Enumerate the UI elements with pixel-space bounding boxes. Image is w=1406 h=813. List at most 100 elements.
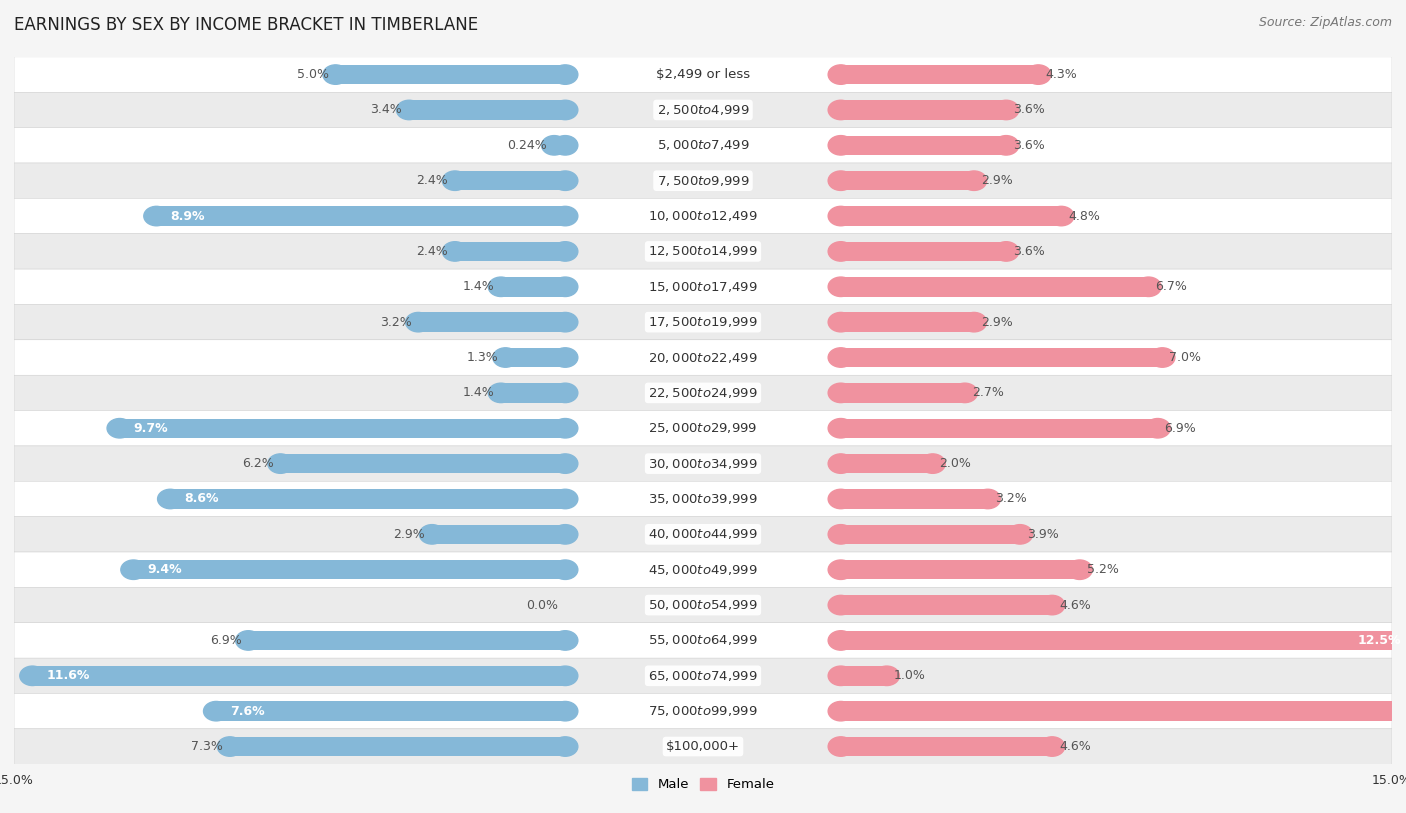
Text: $2,499 or less: $2,499 or less: [657, 68, 749, 81]
Bar: [32, 666, 565, 685]
FancyBboxPatch shape: [14, 659, 1392, 693]
Circle shape: [541, 136, 567, 155]
Bar: [841, 419, 1157, 438]
Circle shape: [962, 312, 987, 332]
Bar: [231, 737, 565, 756]
Circle shape: [143, 207, 169, 226]
Legend: Male, Female: Male, Female: [626, 772, 780, 797]
Text: 6.7%: 6.7%: [1156, 280, 1187, 293]
Bar: [841, 383, 965, 402]
Bar: [217, 702, 565, 721]
Text: $35,000 to $39,999: $35,000 to $39,999: [648, 492, 758, 506]
Circle shape: [828, 631, 853, 650]
Bar: [841, 171, 974, 190]
Circle shape: [218, 737, 243, 756]
Bar: [841, 737, 1052, 756]
FancyBboxPatch shape: [14, 340, 1392, 375]
Text: 1.0%: 1.0%: [894, 669, 925, 682]
Circle shape: [236, 631, 262, 650]
Text: 2.9%: 2.9%: [981, 315, 1012, 328]
Circle shape: [828, 136, 853, 155]
FancyBboxPatch shape: [14, 481, 1392, 517]
Text: 1.4%: 1.4%: [463, 386, 494, 399]
Bar: [156, 207, 565, 226]
Bar: [432, 524, 565, 544]
Text: 11.6%: 11.6%: [46, 669, 90, 682]
FancyBboxPatch shape: [14, 57, 1392, 92]
Bar: [841, 524, 1019, 544]
Circle shape: [828, 595, 853, 615]
FancyBboxPatch shape: [14, 128, 1392, 163]
Bar: [409, 100, 565, 120]
Circle shape: [553, 666, 578, 685]
Circle shape: [1049, 207, 1074, 226]
Circle shape: [920, 454, 945, 473]
Circle shape: [1025, 65, 1050, 85]
Circle shape: [962, 171, 987, 190]
Bar: [134, 560, 565, 580]
Circle shape: [419, 524, 444, 544]
Bar: [120, 419, 565, 438]
Text: $5,000 to $7,499: $5,000 to $7,499: [657, 138, 749, 152]
Circle shape: [553, 383, 578, 402]
Circle shape: [828, 524, 853, 544]
Text: 7.3%: 7.3%: [191, 740, 224, 753]
Text: $12,500 to $14,999: $12,500 to $14,999: [648, 245, 758, 259]
Bar: [841, 702, 1406, 721]
Text: 2.0%: 2.0%: [939, 457, 972, 470]
Bar: [501, 383, 565, 402]
FancyBboxPatch shape: [14, 623, 1392, 659]
Circle shape: [994, 241, 1019, 261]
Bar: [841, 631, 1406, 650]
Text: 7.0%: 7.0%: [1170, 351, 1201, 364]
Circle shape: [828, 241, 853, 261]
Circle shape: [553, 702, 578, 721]
Circle shape: [828, 560, 853, 580]
FancyBboxPatch shape: [14, 446, 1392, 481]
Bar: [841, 100, 1007, 120]
Circle shape: [828, 100, 853, 120]
Bar: [249, 631, 565, 650]
Bar: [841, 312, 974, 332]
Circle shape: [994, 136, 1019, 155]
Bar: [456, 171, 565, 190]
FancyBboxPatch shape: [14, 234, 1392, 269]
Circle shape: [828, 65, 853, 85]
Circle shape: [828, 312, 853, 332]
Circle shape: [828, 383, 853, 402]
Circle shape: [488, 383, 513, 402]
Circle shape: [553, 207, 578, 226]
Text: $50,000 to $54,999: $50,000 to $54,999: [648, 598, 758, 612]
Circle shape: [553, 65, 578, 85]
Text: 2.9%: 2.9%: [394, 528, 425, 541]
Circle shape: [121, 560, 146, 580]
FancyBboxPatch shape: [14, 269, 1392, 304]
Circle shape: [1150, 348, 1175, 367]
FancyBboxPatch shape: [14, 517, 1392, 552]
Text: $17,500 to $19,999: $17,500 to $19,999: [648, 315, 758, 329]
Circle shape: [828, 489, 853, 509]
Text: 6.9%: 6.9%: [209, 634, 242, 647]
Bar: [170, 489, 565, 509]
Circle shape: [828, 419, 853, 438]
Circle shape: [157, 489, 183, 509]
Circle shape: [1007, 524, 1032, 544]
Text: 9.7%: 9.7%: [134, 422, 169, 435]
Text: 2.7%: 2.7%: [972, 386, 1004, 399]
Bar: [841, 207, 1062, 226]
Text: 1.3%: 1.3%: [467, 351, 499, 364]
Text: 5.0%: 5.0%: [297, 68, 329, 81]
FancyBboxPatch shape: [14, 375, 1392, 411]
Text: 0.24%: 0.24%: [508, 139, 547, 152]
Text: 5.2%: 5.2%: [1087, 563, 1118, 576]
FancyBboxPatch shape: [14, 92, 1392, 128]
Circle shape: [553, 489, 578, 509]
Text: 3.6%: 3.6%: [1012, 245, 1045, 258]
Text: $15,000 to $17,499: $15,000 to $17,499: [648, 280, 758, 293]
Circle shape: [553, 312, 578, 332]
Text: 2.9%: 2.9%: [981, 174, 1012, 187]
Circle shape: [553, 419, 578, 438]
Circle shape: [553, 560, 578, 580]
Text: 4.3%: 4.3%: [1045, 68, 1077, 81]
Text: 3.6%: 3.6%: [1012, 103, 1045, 116]
